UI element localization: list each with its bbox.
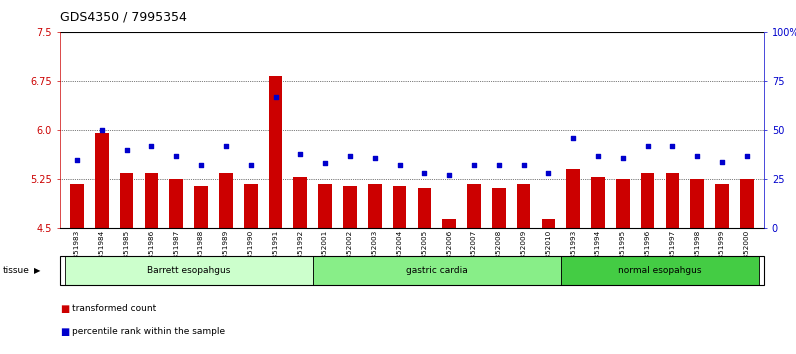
Bar <box>343 186 357 228</box>
Bar <box>95 133 109 228</box>
Bar <box>244 184 258 228</box>
Bar <box>120 173 134 228</box>
Bar <box>170 179 183 228</box>
Point <box>740 153 753 159</box>
Bar <box>690 179 704 228</box>
Point <box>443 172 455 178</box>
Bar <box>318 184 332 228</box>
Point <box>318 161 331 166</box>
Point <box>642 143 654 149</box>
Bar <box>145 173 158 228</box>
Bar <box>294 177 307 228</box>
Text: gastric cardia: gastric cardia <box>406 266 467 275</box>
Point <box>170 153 182 159</box>
Point <box>294 151 306 156</box>
Point <box>666 143 679 149</box>
Bar <box>566 170 580 228</box>
Text: percentile rank within the sample: percentile rank within the sample <box>72 327 224 336</box>
Point <box>567 135 579 141</box>
Text: ▶: ▶ <box>34 266 41 275</box>
Text: normal esopahgus: normal esopahgus <box>618 266 702 275</box>
Bar <box>492 188 505 228</box>
Bar <box>70 184 84 228</box>
Text: tissue: tissue <box>3 266 30 275</box>
Text: Barrett esopahgus: Barrett esopahgus <box>147 266 230 275</box>
Bar <box>740 179 754 228</box>
Point <box>195 162 208 168</box>
Point <box>96 127 108 133</box>
Bar <box>641 173 654 228</box>
Bar <box>665 173 679 228</box>
Bar <box>715 184 729 228</box>
Point <box>71 157 84 162</box>
Point <box>467 162 480 168</box>
Point <box>591 153 604 159</box>
Point <box>393 162 406 168</box>
Bar <box>517 184 530 228</box>
Point <box>369 155 381 160</box>
Bar <box>194 186 208 228</box>
Point <box>616 155 629 160</box>
Point <box>493 162 505 168</box>
Bar <box>591 177 605 228</box>
Point <box>220 143 232 149</box>
Bar <box>392 186 406 228</box>
Bar <box>269 76 283 228</box>
Point <box>517 162 530 168</box>
Text: ■: ■ <box>60 304 69 314</box>
Point <box>344 153 357 159</box>
Bar <box>219 173 232 228</box>
Bar <box>616 179 630 228</box>
Point <box>691 153 704 159</box>
Bar <box>418 188 431 228</box>
Point <box>716 159 728 164</box>
Bar <box>467 184 481 228</box>
Bar <box>368 184 381 228</box>
Point <box>120 147 133 153</box>
Bar <box>541 218 555 228</box>
Text: transformed count: transformed count <box>72 304 156 313</box>
Text: GDS4350 / 7995354: GDS4350 / 7995354 <box>60 11 186 24</box>
Point <box>418 171 431 176</box>
Point <box>542 171 555 176</box>
Point <box>269 94 282 99</box>
Bar <box>443 218 456 228</box>
Text: ■: ■ <box>60 327 69 337</box>
Point <box>145 143 158 149</box>
Point <box>244 162 257 168</box>
